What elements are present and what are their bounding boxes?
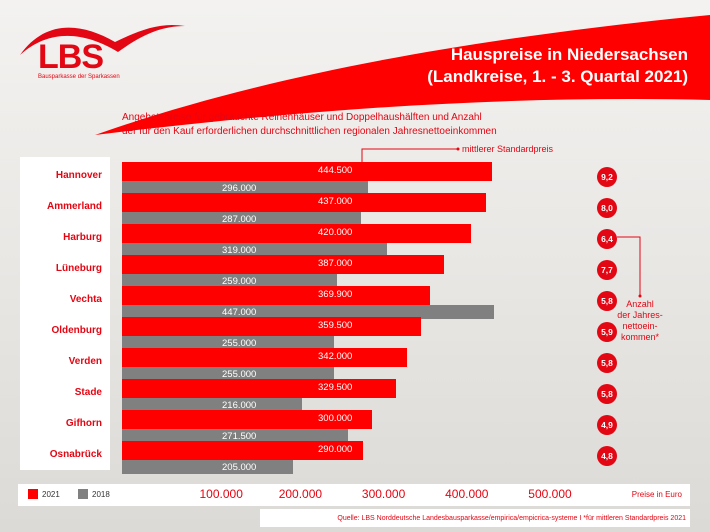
value-label-2018: 447.000 xyxy=(222,307,257,318)
income-multiple-badge: 9,2 xyxy=(597,167,617,187)
category-label: Osnabrück xyxy=(49,449,102,460)
category-label: Vechta xyxy=(69,294,102,305)
legend-swatch-2018 xyxy=(78,489,88,499)
value-label-2021: 290.000 xyxy=(318,444,353,455)
value-label-2018: 296.000 xyxy=(222,183,257,194)
logo: LBS xyxy=(38,38,104,76)
annotation-income-line: nettoein- xyxy=(622,321,658,331)
bar-2018 xyxy=(122,460,293,474)
value-label-2021: 359.500 xyxy=(318,320,353,331)
value-label-2021: 300.000 xyxy=(318,413,353,424)
legend-axis: 2021 2018 Preise in Euro 100.000 200.000 3… xyxy=(18,484,690,506)
income-multiple-badge: 5,8 xyxy=(597,291,617,311)
value-label-2018: 255.000 xyxy=(222,369,257,380)
income-multiple-badge: 4,9 xyxy=(597,415,617,435)
logo-arc xyxy=(20,24,185,55)
income-multiple-badge: 8,0 xyxy=(597,198,617,218)
value-label-2021: 444.500 xyxy=(318,165,353,176)
category-label: Gifhorn xyxy=(65,418,102,429)
bar-2018 xyxy=(122,181,369,195)
legend-swatch-2021 xyxy=(28,489,38,499)
source-note: Quelle: LBS Norddeutsche Landesbausparka… xyxy=(260,509,690,527)
income-multiple-badge: 5,8 xyxy=(597,384,617,404)
bar-2021 xyxy=(122,441,364,460)
income-multiple-badge: 6,4 xyxy=(597,229,617,249)
bar-2021 xyxy=(122,410,372,429)
value-label-2018: 287.000 xyxy=(222,214,257,225)
annotation-income-line: Anzahl xyxy=(626,299,654,309)
bar-2018 xyxy=(122,336,335,350)
x-tick-label: 100.000 xyxy=(199,487,243,501)
category-label: Ammerland xyxy=(46,201,102,212)
value-label-2018: 319.000 xyxy=(222,245,257,256)
bar-2021 xyxy=(122,379,397,398)
header-swoosh xyxy=(20,15,710,135)
income-multiple-badge: 5,8 xyxy=(597,353,617,373)
bar-2021 xyxy=(122,224,472,243)
chart-title: Hauspreise in Niedersachsen (Landkreise, … xyxy=(427,45,688,86)
bar-2018 xyxy=(122,305,494,319)
legend-label-2021: 2021 xyxy=(42,490,60,499)
x-tick-label: 400.000 xyxy=(445,487,489,501)
bar-2021 xyxy=(122,193,486,212)
chart-subtitle: Angebotspreise für gebrauchte Reihenhäus… xyxy=(122,112,497,137)
x-tick-label: 300.000 xyxy=(361,487,406,501)
category-panel: Hannover Ammerland Harburg Lüneburg Vechta Ol… xyxy=(20,157,110,470)
annotation-price: mittlerer Standardpreis xyxy=(462,144,554,154)
bar-2021 xyxy=(122,348,407,367)
x-axis-label: Preise in Euro xyxy=(631,490,682,499)
income-multiple-badge: 5,9 xyxy=(597,322,617,342)
category-label: Stade xyxy=(74,387,102,398)
logo-subtitle: Bausparkasse der Sparkassen xyxy=(38,74,120,80)
value-label-2018: 205.000 xyxy=(222,462,257,473)
value-label-2021: 387.000 xyxy=(318,258,353,269)
annotation-income-line: der Jahres- xyxy=(617,310,663,320)
value-label-2018: 216.000 xyxy=(222,400,257,411)
value-label-2018: 271.500 xyxy=(222,431,257,442)
category-label: Hannover xyxy=(55,170,102,181)
category-label: Verden xyxy=(68,356,102,367)
income-multiple-badge: 4,8 xyxy=(597,446,617,466)
value-label-2021: 437.000 xyxy=(318,196,353,207)
income-multiple-badge: 7,7 xyxy=(597,260,617,280)
value-label-2021: 420.000 xyxy=(318,227,353,238)
bar-2018 xyxy=(122,398,302,412)
x-tick-label: 200.000 xyxy=(278,487,323,501)
x-tick-label: 500.000 xyxy=(528,487,572,501)
bar-2018 xyxy=(122,243,388,257)
bar-2021 xyxy=(122,162,492,181)
legend-label-2018: 2018 xyxy=(92,490,110,499)
annotation-income: Anzahl der Jahres-nettoein-kommen* xyxy=(610,299,670,343)
bar-2021 xyxy=(122,317,422,336)
category-label: Oldenburg xyxy=(51,325,102,336)
bar-2018 xyxy=(122,429,348,443)
annotation-income-line: kommen* xyxy=(620,332,659,342)
bar-2018 xyxy=(122,274,338,288)
value-label-2018: 255.000 xyxy=(222,338,257,349)
value-label-2021: 369.900 xyxy=(318,289,353,300)
value-label-2021: 342.000 xyxy=(318,351,353,362)
value-label-2021: 329.500 xyxy=(318,382,353,393)
bar-2018 xyxy=(122,367,335,381)
bar-2018 xyxy=(122,212,361,226)
bar-2021 xyxy=(122,255,444,274)
category-label: Harburg xyxy=(63,232,102,243)
category-label: Lüneburg xyxy=(55,263,102,274)
value-label-2018: 259.000 xyxy=(222,276,257,287)
bar-2021 xyxy=(122,286,430,305)
